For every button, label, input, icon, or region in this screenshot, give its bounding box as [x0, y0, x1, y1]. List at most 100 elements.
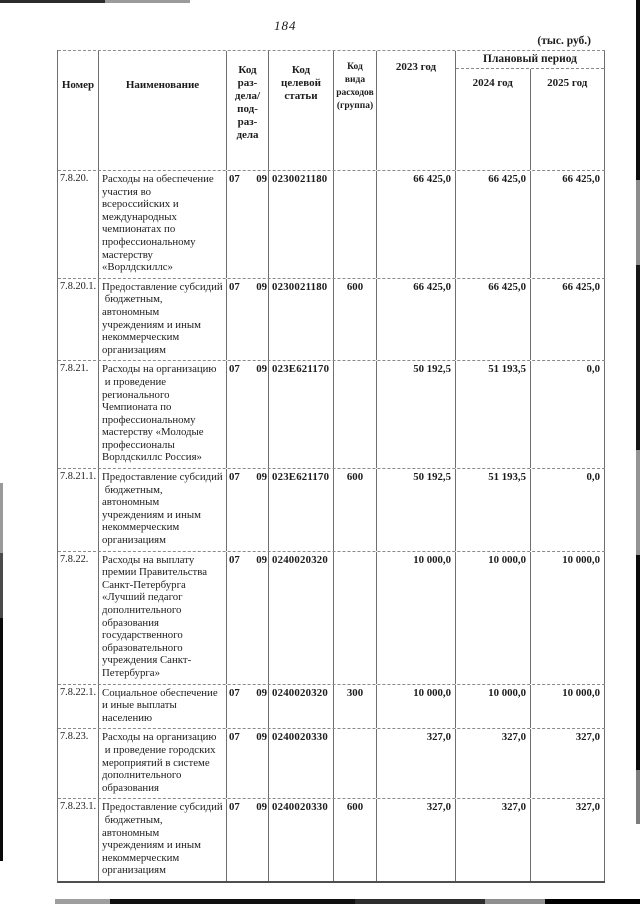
- header-planned-period-group: Плановый период 2024 год 2025 год: [456, 51, 605, 170]
- table-row: 7.8.20. Расходы на обеспечение участия в…: [58, 170, 605, 278]
- table-row: 7.8.21. Расходы на организацию и проведе…: [58, 360, 605, 469]
- subsection-code: 09: [256, 686, 267, 699]
- row-name-cell: Предоставление субсидий бюджетным, автон…: [99, 278, 227, 361]
- table-row: 7.8.21.1. Предоставление субсидий бюджет…: [58, 468, 605, 551]
- table-row: 7.8.23. Расходы на организацию и проведе…: [58, 728, 605, 799]
- row-amount-2025: 10 000,0: [531, 551, 605, 684]
- row-amount-2024: 10 000,0: [456, 684, 531, 729]
- table-row: 7.8.22.1. Социальное обеспечение и иные …: [58, 683, 605, 729]
- section-subsection-codes: 07 09: [227, 281, 268, 294]
- subsection-code: 09: [256, 801, 267, 814]
- row-amount-2024: 327,0: [456, 729, 531, 799]
- section-subsection-codes: 07 09: [227, 471, 268, 484]
- table-body: 7.8.20. Расходы на обеспечение участия в…: [58, 170, 605, 881]
- row-section-code-cell: 07 09: [227, 361, 269, 469]
- row-target-article-cell: 0240020330: [269, 799, 334, 881]
- scan-artifact-bottom: [55, 899, 640, 904]
- row-amount-2024: 51 193,5: [456, 361, 531, 469]
- row-target-article-cell: 0240020320: [269, 551, 334, 684]
- row-amount-2025: 327,0: [531, 799, 605, 881]
- row-amount-2025: 66 425,0: [531, 171, 605, 278]
- row-amount-2023: 10 000,0: [377, 684, 456, 729]
- header-year-2023: 2023 год: [377, 51, 456, 170]
- header-name: Наименование: [99, 51, 227, 170]
- row-amount-2024: 66 425,0: [456, 171, 531, 278]
- row-name-cell: Предоставление субсидий бюджетным, автон…: [99, 469, 227, 551]
- budget-table: Номер Наименование Код раз- дела/ под- р…: [57, 50, 605, 883]
- row-name-cell: Расходы на выплату премии Правительства …: [99, 551, 227, 684]
- section-code: 07: [229, 686, 240, 699]
- row-amount-2023: 10 000,0: [377, 551, 456, 684]
- row-number-cell: 7.8.20.1.: [58, 278, 99, 361]
- header-expense-type-code: Код вида расходов (группа): [334, 51, 377, 170]
- header-number: Номер: [58, 51, 99, 170]
- row-amount-2023: 327,0: [377, 799, 456, 881]
- section-subsection-codes: 07 09: [227, 731, 268, 744]
- table-row: 7.8.23.1. Предоставление субсидий бюджет…: [58, 798, 605, 881]
- scan-artifact-top: [0, 0, 190, 3]
- row-amount-2025: 327,0: [531, 729, 605, 799]
- row-amount-2025: 0,0: [531, 361, 605, 469]
- section-code: 07: [229, 173, 240, 185]
- row-section-code-cell: 07 09: [227, 278, 269, 361]
- section-code: 07: [229, 280, 240, 293]
- row-expense-group-cell: 600: [334, 799, 377, 881]
- row-expense-group-cell: 600: [334, 469, 377, 551]
- row-target-article-cell: 0240020320: [269, 684, 334, 729]
- row-amount-2024: 10 000,0: [456, 551, 531, 684]
- row-amount-2025: 66 425,0: [531, 278, 605, 361]
- row-target-article-cell: 0230021180: [269, 278, 334, 361]
- row-expense-group-cell: 600: [334, 278, 377, 361]
- section-code: 07: [229, 363, 240, 376]
- row-expense-group-cell: [334, 551, 377, 684]
- row-section-code-cell: 07 09: [227, 469, 269, 551]
- row-section-code-cell: 07 09: [227, 799, 269, 881]
- row-number-cell: 7.8.21.1.: [58, 469, 99, 551]
- section-subsection-codes: 07 09: [227, 801, 268, 814]
- row-amount-2024: 327,0: [456, 799, 531, 881]
- row-amount-2023: 66 425,0: [377, 171, 456, 278]
- subsection-code: 09: [256, 553, 267, 566]
- row-amount-2025: 10 000,0: [531, 684, 605, 729]
- row-section-code-cell: 07 09: [227, 729, 269, 799]
- scan-artifact-left: [0, 483, 3, 861]
- header-year-2025: 2025 год: [547, 77, 588, 89]
- row-expense-group-cell: [334, 361, 377, 469]
- row-amount-2024: 51 193,5: [456, 469, 531, 551]
- row-target-article-cell: 0230021180: [269, 171, 334, 278]
- table-header-row: Номер Наименование Код раз- дела/ под- р…: [58, 50, 605, 170]
- header-section-code: Код раз- дела/ под- раз- дела: [227, 51, 269, 170]
- subsection-code: 09: [256, 731, 267, 744]
- row-name-cell: Расходы на обеспечение участия во всерос…: [99, 171, 227, 278]
- row-number-cell: 7.8.22.1.: [58, 684, 99, 729]
- row-name-cell: Предоставление субсидий бюджетным, автон…: [99, 799, 227, 881]
- header-target-article-code: Код целевой статьи: [269, 51, 334, 170]
- row-section-code-cell: 07 09: [227, 551, 269, 684]
- row-number-cell: 7.8.20.: [58, 171, 99, 278]
- subsection-code: 09: [256, 363, 267, 376]
- table-row: 7.8.22. Расходы на выплату премии Правит…: [58, 550, 605, 684]
- row-amount-2023: 50 192,5: [377, 469, 456, 551]
- section-code: 07: [229, 801, 240, 814]
- section-code: 07: [229, 471, 240, 484]
- scan-artifact-right: [636, 0, 640, 824]
- row-name-cell: Расходы на организацию и проведение горо…: [99, 729, 227, 799]
- row-number-cell: 7.8.22.: [58, 551, 99, 684]
- row-section-code-cell: 07 09: [227, 171, 269, 278]
- row-target-article-cell: 023E621170: [269, 469, 334, 551]
- row-amount-2025: 0,0: [531, 469, 605, 551]
- row-target-article-cell: 023E621170: [269, 361, 334, 469]
- row-amount-2023: 66 425,0: [377, 278, 456, 361]
- row-number-cell: 7.8.23.: [58, 729, 99, 799]
- row-name-cell: Расходы на организацию и проведение реги…: [99, 361, 227, 469]
- page-number: 184: [274, 18, 297, 33]
- subsection-code: 09: [256, 173, 267, 185]
- section-subsection-codes: 07 09: [227, 554, 268, 567]
- section-subsection-codes: 07 09: [227, 363, 268, 376]
- section-code: 07: [229, 553, 240, 566]
- currency-unit-note: (тыс. руб.): [537, 35, 591, 47]
- header-planned-period: Плановый период: [456, 51, 604, 69]
- row-expense-group-cell: [334, 171, 377, 278]
- row-section-code-cell: 07 09: [227, 684, 269, 729]
